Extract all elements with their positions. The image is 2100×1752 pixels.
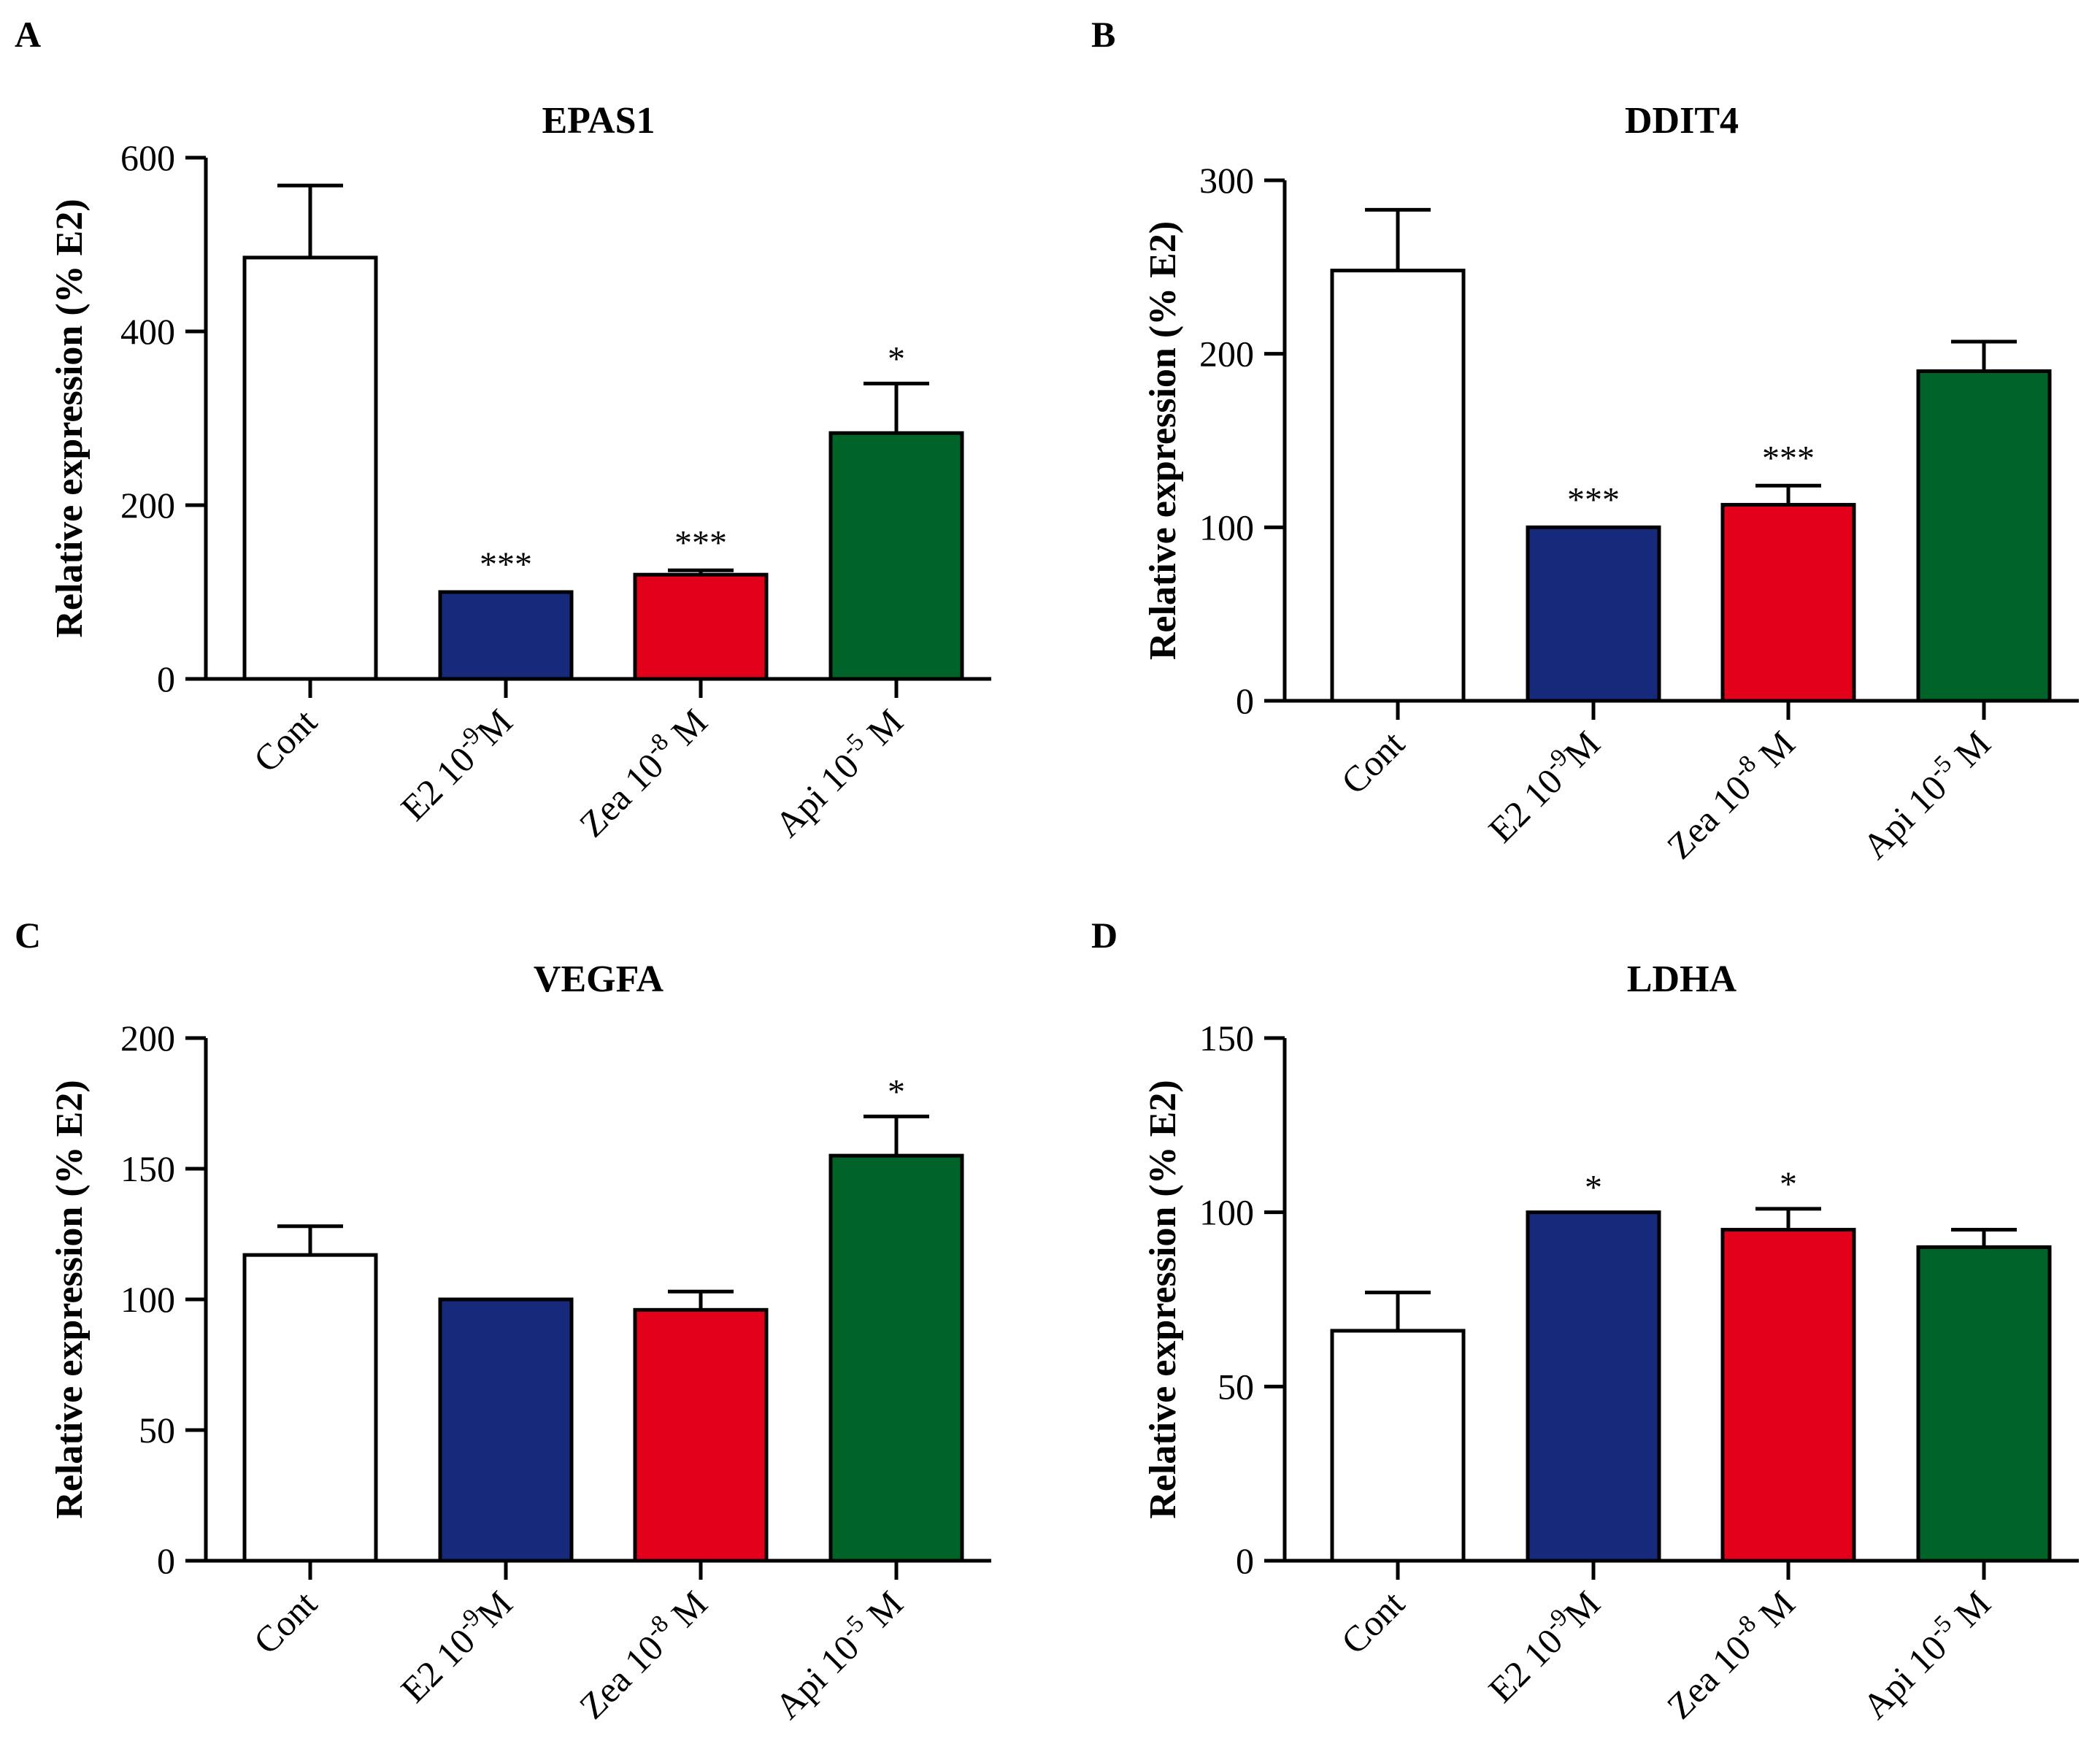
category-label: Api 10-5 M bbox=[765, 1580, 911, 1726]
y-tick-label: 0 bbox=[157, 1540, 175, 1581]
y-axis-label: Relative expression (% E2) bbox=[49, 1080, 91, 1518]
bar bbox=[828, 1153, 964, 1563]
category-label: E2 10-9M bbox=[391, 1580, 520, 1710]
bar bbox=[1720, 1228, 1856, 1563]
y-tick-label: 200 bbox=[1199, 334, 1254, 374]
bar bbox=[633, 572, 769, 681]
y-tick-label: 200 bbox=[120, 485, 175, 526]
panel-b: B DDIT4 Relative expression (% E2) 0 100 200 3… bbox=[1091, 14, 2079, 867]
bar bbox=[1526, 1210, 1661, 1563]
y-tick-label: 0 bbox=[1236, 1540, 1254, 1581]
category-label: Zea 10-8 M bbox=[1657, 721, 1803, 867]
bar bbox=[438, 590, 574, 681]
panel-letter: D bbox=[1091, 915, 1118, 956]
bar bbox=[1916, 1245, 2052, 1563]
significance-marker: * bbox=[888, 339, 905, 378]
category-label: Cont bbox=[1333, 1583, 1412, 1661]
significance-marker: *** bbox=[1762, 439, 1815, 477]
significance-marker: * bbox=[1780, 1165, 1797, 1204]
bar bbox=[242, 256, 378, 681]
chart-title: DDIT4 bbox=[1625, 100, 1739, 142]
category-label: Cont bbox=[245, 701, 324, 780]
y-tick-label: 600 bbox=[120, 137, 175, 178]
bar bbox=[1526, 525, 1661, 703]
y-tick-label: 400 bbox=[120, 311, 175, 352]
bar bbox=[633, 1307, 769, 1563]
significance-marker: *** bbox=[674, 523, 727, 562]
bar bbox=[1330, 269, 1466, 703]
y-tick-label: 50 bbox=[139, 1410, 175, 1451]
category-label: Cont bbox=[245, 1583, 324, 1661]
y-tick-label: 50 bbox=[1218, 1366, 1254, 1407]
category-label: Api 10-5 M bbox=[765, 699, 911, 845]
chart-title: EPAS1 bbox=[542, 100, 655, 142]
panel-letter: C bbox=[15, 915, 41, 956]
bar bbox=[828, 431, 964, 681]
panel-letter: B bbox=[1091, 14, 1115, 55]
significance-marker: *** bbox=[1567, 480, 1620, 519]
significance-marker: *** bbox=[480, 545, 532, 584]
category-label: Cont bbox=[1333, 723, 1412, 802]
y-axis-label: Relative expression (% E2) bbox=[1142, 221, 1184, 660]
chart-title: VEGFA bbox=[534, 958, 664, 1000]
y-tick-label: 300 bbox=[1199, 160, 1254, 201]
category-label: Api 10-5 M bbox=[1853, 721, 1999, 867]
bar bbox=[1916, 369, 2052, 703]
category-label: E2 10-9M bbox=[391, 699, 520, 828]
panel-letter: A bbox=[15, 14, 41, 55]
bar bbox=[242, 1253, 378, 1563]
y-axis-label: Relative expression (% E2) bbox=[49, 199, 91, 637]
significance-marker: * bbox=[888, 1072, 905, 1111]
y-tick-label: 100 bbox=[1199, 1192, 1254, 1233]
y-tick-label: 0 bbox=[157, 658, 175, 699]
bar bbox=[1720, 502, 1856, 703]
panel-c: C VEGFA Relative expression (% E2) 0 50 100 15… bbox=[15, 915, 991, 1726]
category-label: E2 10-9M bbox=[1478, 1580, 1607, 1710]
significance-marker: * bbox=[1585, 1169, 1602, 1207]
y-axis-label: Relative expression (% E2) bbox=[1142, 1080, 1184, 1518]
y-tick-label: 150 bbox=[120, 1148, 175, 1189]
panel-d: D LDHA Relative expression (% E2) 0 50 100 150… bbox=[1091, 915, 2079, 1726]
category-label: Zea 10-8 M bbox=[1657, 1580, 1803, 1726]
chart-title: LDHA bbox=[1627, 958, 1737, 1000]
y-tick-label: 200 bbox=[120, 1018, 175, 1058]
y-tick-label: 100 bbox=[1199, 507, 1254, 548]
y-tick-label: 150 bbox=[1199, 1018, 1254, 1058]
category-label: Zea 10-8 M bbox=[569, 699, 715, 845]
bar bbox=[438, 1297, 574, 1563]
panel-a: A EPAS1 Relative expression (% E2) 0 200 400 6… bbox=[15, 14, 991, 845]
y-tick-label: 100 bbox=[120, 1279, 175, 1320]
category-label: E2 10-9M bbox=[1478, 721, 1607, 850]
category-label: Zea 10-8 M bbox=[569, 1580, 715, 1726]
bar bbox=[1330, 1329, 1466, 1563]
category-label: Api 10-5 M bbox=[1853, 1580, 1999, 1726]
y-tick-label: 0 bbox=[1236, 680, 1254, 721]
